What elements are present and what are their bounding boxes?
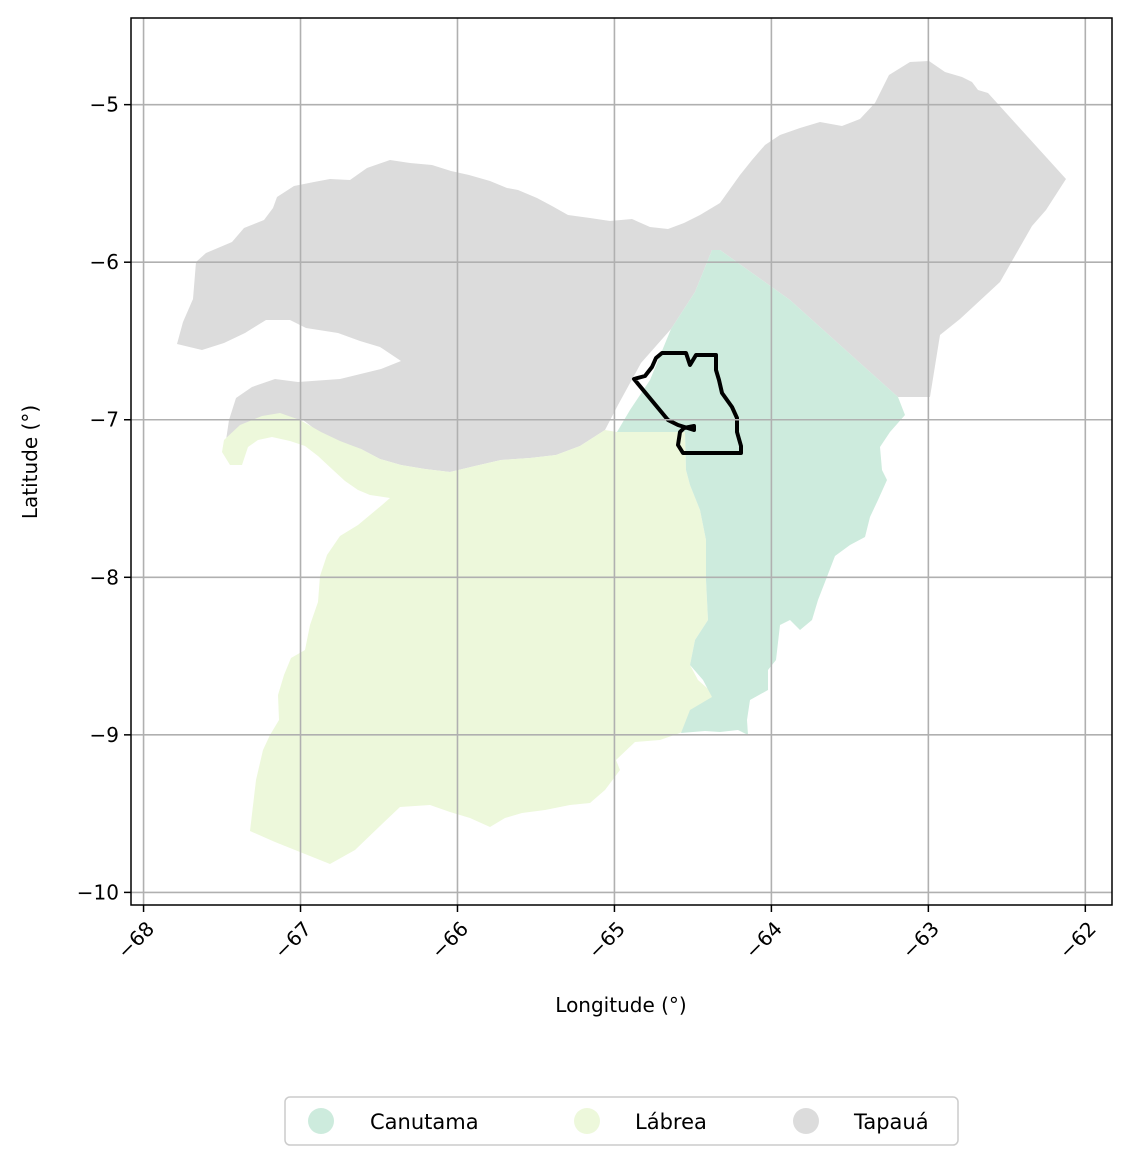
legend: Canutama Lábrea Tapauá <box>284 1096 959 1146</box>
x-tick-label: −64 <box>740 917 787 964</box>
legend-label-labrea: Lábrea <box>635 1110 707 1134</box>
x-tick-label: −62 <box>1054 917 1101 964</box>
y-tick-label: −10 <box>77 880 119 904</box>
legend-item-labrea: Lábrea <box>574 1108 707 1134</box>
legend-marker-labrea <box>574 1108 600 1134</box>
x-tick-label: −67 <box>269 917 316 964</box>
map-layers <box>177 61 1066 864</box>
y-tick-label: −7 <box>90 408 119 432</box>
x-tick-label: −68 <box>112 917 159 964</box>
x-tick-label: −63 <box>897 917 944 964</box>
legend-marker-canutama <box>308 1108 334 1134</box>
x-axis-title: Longitude (°) <box>555 993 686 1017</box>
highlighted-area-outline <box>632 351 743 455</box>
plot-frame <box>130 17 1113 906</box>
region-canutama <box>617 250 905 735</box>
region-labrea <box>222 413 715 864</box>
y-axis-ticks: −5 −6 −7 −8 −9 −10 <box>77 93 131 904</box>
legend-label-tapaua: Tapauá <box>853 1110 929 1134</box>
y-axis-title: Latitude (°) <box>18 405 42 519</box>
y-tick-label: −9 <box>90 723 119 747</box>
y-tick-label: −5 <box>90 93 119 117</box>
legend-item-canutama: Canutama <box>308 1108 479 1134</box>
x-tick-label: −66 <box>426 917 473 964</box>
legend-item-tapaua: Tapauá <box>793 1108 929 1134</box>
x-tick-label: −65 <box>583 917 630 964</box>
y-tick-label: −6 <box>90 250 119 274</box>
legend-marker-tapaua <box>793 1108 819 1134</box>
x-axis-ticks: −68 −67 −66 −65 −64 −63 −62 <box>112 905 1101 963</box>
legend-label-canutama: Canutama <box>370 1110 479 1134</box>
region-tapaua <box>177 61 1066 472</box>
legend-box <box>284 1096 959 1146</box>
y-tick-label: −8 <box>90 565 119 589</box>
grid-lines <box>131 18 1112 905</box>
